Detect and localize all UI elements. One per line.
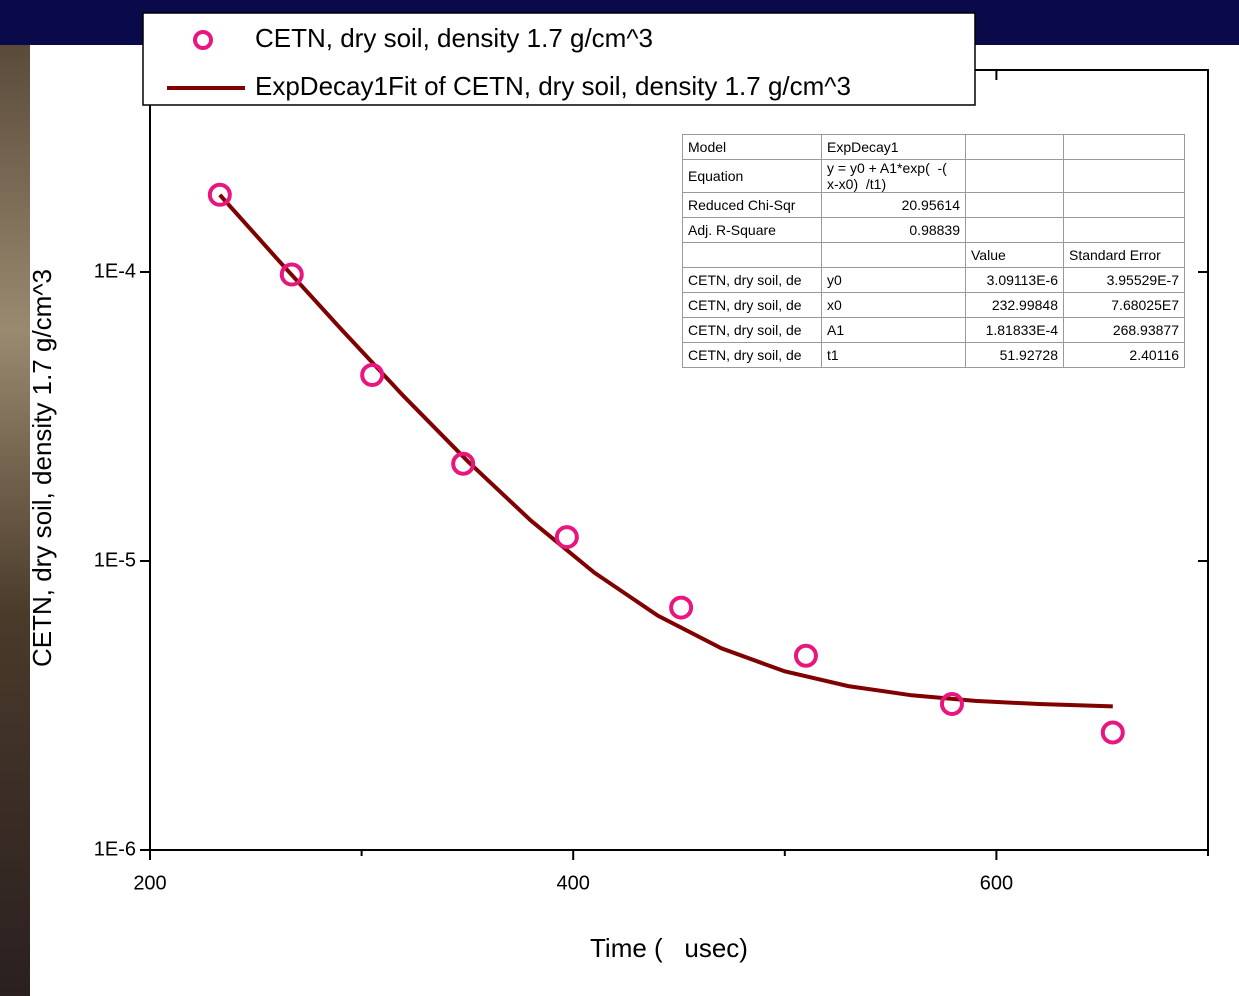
table-row: Model ExpDecay1 xyxy=(682,134,1185,160)
table-cell: Equation xyxy=(682,159,822,193)
table-cell: 7.68025E7 xyxy=(1063,292,1185,318)
legend-box xyxy=(142,12,976,106)
data-point xyxy=(669,595,694,620)
legend-swatch xyxy=(193,30,213,50)
y-tick-label: 1E-6 xyxy=(94,838,136,860)
table-cell xyxy=(821,242,966,268)
table-cell: 268.93877 xyxy=(1063,317,1185,343)
table-cell: ExpDecay1 xyxy=(821,134,966,160)
table-row: CETN, dry soil, de t1 51.92728 2.40116 xyxy=(682,342,1185,368)
table-cell: CETN, dry soil, de xyxy=(682,317,822,343)
legend-label: CETN, dry soil, density 1.7 g/cm^3 xyxy=(255,23,653,53)
table-cell: Reduced Chi-Sqr xyxy=(682,192,822,218)
data-point xyxy=(554,525,579,550)
table-cell xyxy=(965,134,1064,160)
y-tick-label: 1E-5 xyxy=(94,549,136,571)
table-cell xyxy=(965,159,1064,193)
table-row: Reduced Chi-Sqr 20.95614 xyxy=(682,192,1185,218)
data-point xyxy=(360,363,385,388)
table-cell: Value xyxy=(965,242,1064,268)
data-point xyxy=(1100,720,1125,745)
fit-line xyxy=(218,193,1113,709)
table-cell xyxy=(1063,134,1185,160)
y-tick-label: 1E-4 xyxy=(94,260,136,282)
table-cell: CETN, dry soil, de xyxy=(682,292,822,318)
data-point xyxy=(939,692,964,717)
table-cell: Standard Error xyxy=(1063,242,1185,268)
table-cell: 51.92728 xyxy=(965,342,1064,368)
y-axis-label: CETN, dry soil, density 1.7 g/cm^3 xyxy=(27,269,57,667)
x-axis-label: Time ( usec) xyxy=(590,933,748,963)
table-row: Equation y = y0 + A1*exp( -( x-x0) /t1) xyxy=(682,159,1185,193)
table-cell: 3.09113E-6 xyxy=(965,267,1064,293)
x-tick-label: 600 xyxy=(980,872,1013,894)
table-row: CETN, dry soil, de y0 3.09113E-6 3.95529E-7 xyxy=(682,267,1185,293)
data-point xyxy=(279,262,304,287)
table-cell: A1 xyxy=(821,317,966,343)
table-cell: 1.81833E-4 xyxy=(965,317,1064,343)
table-cell xyxy=(1063,159,1185,193)
legend-label: ExpDecay1Fit of CETN, dry soil, density … xyxy=(255,71,851,101)
table-row: Adj. R-Square 0.98839 xyxy=(682,217,1185,243)
table-cell: 2.40116 xyxy=(1063,342,1185,368)
data-point xyxy=(207,182,232,207)
data-point xyxy=(793,643,818,668)
table-cell: 20.95614 xyxy=(821,192,966,218)
table-cell: y0 xyxy=(821,267,966,293)
table-cell: Model xyxy=(682,134,822,160)
table-cell: CETN, dry soil, de xyxy=(682,342,822,368)
table-cell xyxy=(682,242,822,268)
table-row: CETN, dry soil, de x0 232.99848 7.68025E7 xyxy=(682,292,1185,318)
table-cell: 0.98839 xyxy=(821,217,966,243)
fit-table: Model ExpDecay1 Equation y = y0 + A1*exp( -… xyxy=(682,134,1185,368)
data-point xyxy=(451,451,476,476)
table-cell xyxy=(965,217,1064,243)
table-cell: x0 xyxy=(821,292,966,318)
table-cell xyxy=(1063,192,1185,218)
x-tick-label: 200 xyxy=(133,872,166,894)
table-cell: y = y0 + A1*exp( -( x-x0) /t1) xyxy=(821,159,966,193)
table-row: Value Standard Error xyxy=(682,242,1185,268)
side-texture xyxy=(0,45,30,996)
table-cell: 3.95529E-7 xyxy=(1063,267,1185,293)
table-cell: CETN, dry soil, de xyxy=(682,267,822,293)
table-cell: t1 xyxy=(821,342,966,368)
table-cell xyxy=(965,192,1064,218)
table-cell xyxy=(1063,217,1185,243)
table-cell: Adj. R-Square xyxy=(682,217,822,243)
table-cell: 232.99848 xyxy=(965,292,1064,318)
x-tick-label: 400 xyxy=(557,872,590,894)
table-row: CETN, dry soil, de A1 1.81833E-4 268.93877 xyxy=(682,317,1185,343)
